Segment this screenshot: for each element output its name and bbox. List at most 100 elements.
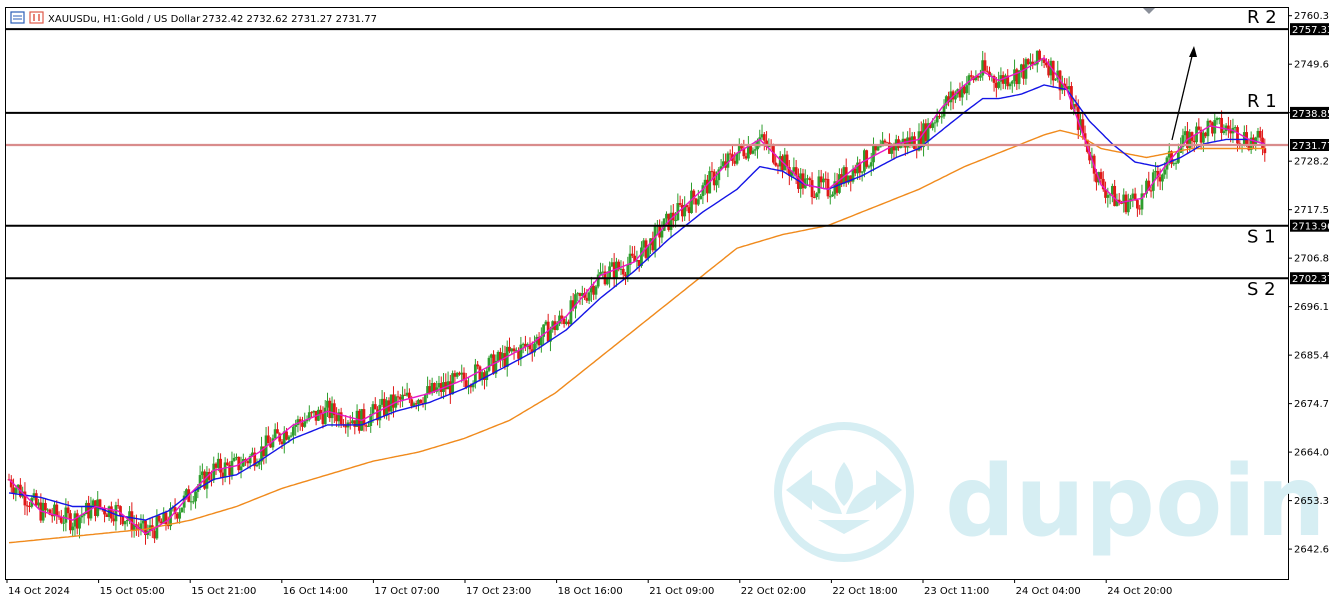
candle-body bbox=[958, 89, 962, 98]
candle-body bbox=[305, 419, 309, 422]
candle-body bbox=[376, 409, 379, 421]
candle-body bbox=[408, 392, 411, 400]
candle-body bbox=[969, 75, 973, 77]
candle-body bbox=[1133, 193, 1137, 201]
candle-body bbox=[455, 372, 459, 377]
candle-body bbox=[922, 123, 925, 148]
candle-body bbox=[524, 343, 527, 347]
candle-body bbox=[822, 178, 825, 183]
candle-body bbox=[25, 505, 29, 507]
candle-body bbox=[501, 353, 505, 361]
candle-body bbox=[635, 259, 639, 262]
candle-body bbox=[28, 506, 31, 508]
candle-body bbox=[16, 484, 20, 489]
candle-body bbox=[273, 429, 277, 439]
candle-body bbox=[141, 520, 145, 524]
candle-body bbox=[933, 122, 937, 124]
chart-type-icon[interactable] bbox=[29, 11, 44, 24]
candle-body bbox=[801, 173, 805, 189]
candle-body bbox=[626, 264, 630, 277]
x-tick-label: 24 Oct 20:00 bbox=[1107, 586, 1172, 597]
candle-body bbox=[678, 203, 682, 205]
candle-body bbox=[332, 403, 336, 416]
candle-body bbox=[549, 329, 552, 342]
x-tick-label: 18 Oct 16:00 bbox=[558, 586, 623, 597]
candle-body bbox=[353, 420, 357, 427]
candle-body bbox=[194, 491, 197, 502]
candle-body bbox=[812, 197, 816, 199]
candle-body bbox=[1256, 130, 1260, 138]
level-price-tag bbox=[1290, 219, 1329, 232]
candle-body bbox=[1140, 193, 1144, 210]
candle-body bbox=[601, 271, 605, 273]
candle-body bbox=[1217, 117, 1221, 119]
candle-body bbox=[874, 144, 878, 151]
candle-body bbox=[1229, 129, 1233, 134]
candle-body bbox=[1227, 125, 1230, 130]
candle-body bbox=[774, 162, 778, 166]
level-price-tag-label: 2757.33 bbox=[1292, 25, 1329, 36]
candle-body bbox=[1124, 194, 1128, 213]
candle-body bbox=[185, 489, 188, 496]
candle-body bbox=[1263, 148, 1267, 154]
candle-body bbox=[326, 400, 329, 408]
chart-shift-marker-icon[interactable] bbox=[1143, 8, 1155, 14]
candle-body bbox=[369, 414, 373, 426]
candle-body bbox=[1172, 163, 1176, 165]
symbol-label: XAUUSDu, H1: bbox=[48, 14, 120, 25]
candle-body bbox=[1117, 199, 1121, 203]
candle-body bbox=[988, 71, 991, 77]
candle-body bbox=[546, 321, 550, 342]
candle-body bbox=[833, 181, 837, 195]
candle-body bbox=[1104, 189, 1107, 198]
candle-body bbox=[9, 479, 13, 488]
candle-body bbox=[344, 424, 348, 428]
candle-body bbox=[59, 517, 63, 523]
candle-body bbox=[960, 86, 964, 98]
candle-body bbox=[1181, 135, 1185, 147]
candle-body bbox=[312, 410, 316, 413]
candle-body bbox=[1074, 104, 1078, 107]
trend-arrow[interactable] bbox=[1171, 46, 1197, 141]
candle-body bbox=[321, 414, 325, 425]
candle-body bbox=[860, 171, 864, 173]
candle-body bbox=[683, 205, 687, 217]
candle-body bbox=[385, 400, 389, 416]
candle-body bbox=[1154, 170, 1157, 173]
candle-body bbox=[98, 499, 102, 508]
candle-body bbox=[744, 156, 748, 159]
candle-body bbox=[849, 175, 853, 182]
candle-body bbox=[1211, 122, 1214, 134]
candle-body bbox=[621, 268, 625, 275]
candle-body bbox=[733, 160, 737, 164]
candle-body bbox=[530, 349, 534, 353]
candle-body bbox=[617, 261, 621, 270]
candle-body bbox=[999, 75, 1003, 82]
candle-body bbox=[851, 168, 855, 182]
candle-body bbox=[21, 491, 25, 497]
candle-body bbox=[1010, 81, 1014, 84]
level-price-tag-label: 2738.85 bbox=[1292, 109, 1329, 120]
candle-body bbox=[1142, 193, 1146, 195]
candle-body bbox=[121, 516, 125, 525]
candle-body bbox=[351, 420, 354, 424]
support-resistance-levels[interactable]: 2731.77 2757.33 R 2 2738.85 R 1 2713.96 S 1 270… bbox=[6, 7, 1329, 300]
candle-body bbox=[48, 509, 52, 515]
candle-body bbox=[712, 171, 716, 186]
candle-body bbox=[235, 456, 238, 458]
candle-body bbox=[753, 149, 757, 151]
candle-body bbox=[64, 507, 68, 523]
candle-body bbox=[1008, 83, 1012, 87]
candle-body bbox=[1167, 151, 1171, 158]
candle-body bbox=[512, 348, 516, 352]
candle-body bbox=[160, 521, 163, 524]
candle-body bbox=[885, 142, 889, 144]
candle-body bbox=[389, 394, 393, 412]
chart-menu-icon[interactable] bbox=[10, 11, 25, 24]
candle-body bbox=[701, 185, 705, 197]
candle-body bbox=[1174, 162, 1178, 164]
x-tick-label: 24 Oct 04:00 bbox=[1016, 586, 1081, 597]
candle-body bbox=[119, 506, 122, 517]
candle-body bbox=[94, 500, 97, 516]
y-tick-label: 2696.10 bbox=[1294, 302, 1329, 313]
